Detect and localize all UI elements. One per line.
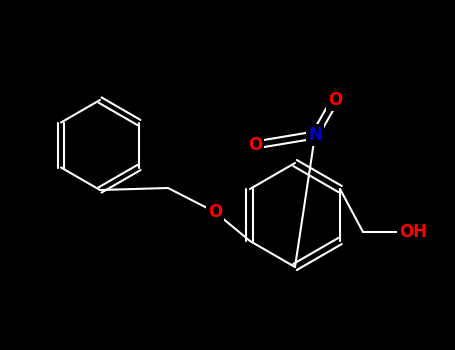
- Text: N: N: [308, 126, 322, 144]
- Text: O: O: [328, 91, 342, 109]
- Text: OH: OH: [399, 223, 427, 241]
- Text: O: O: [208, 203, 222, 221]
- Text: O: O: [248, 136, 262, 154]
